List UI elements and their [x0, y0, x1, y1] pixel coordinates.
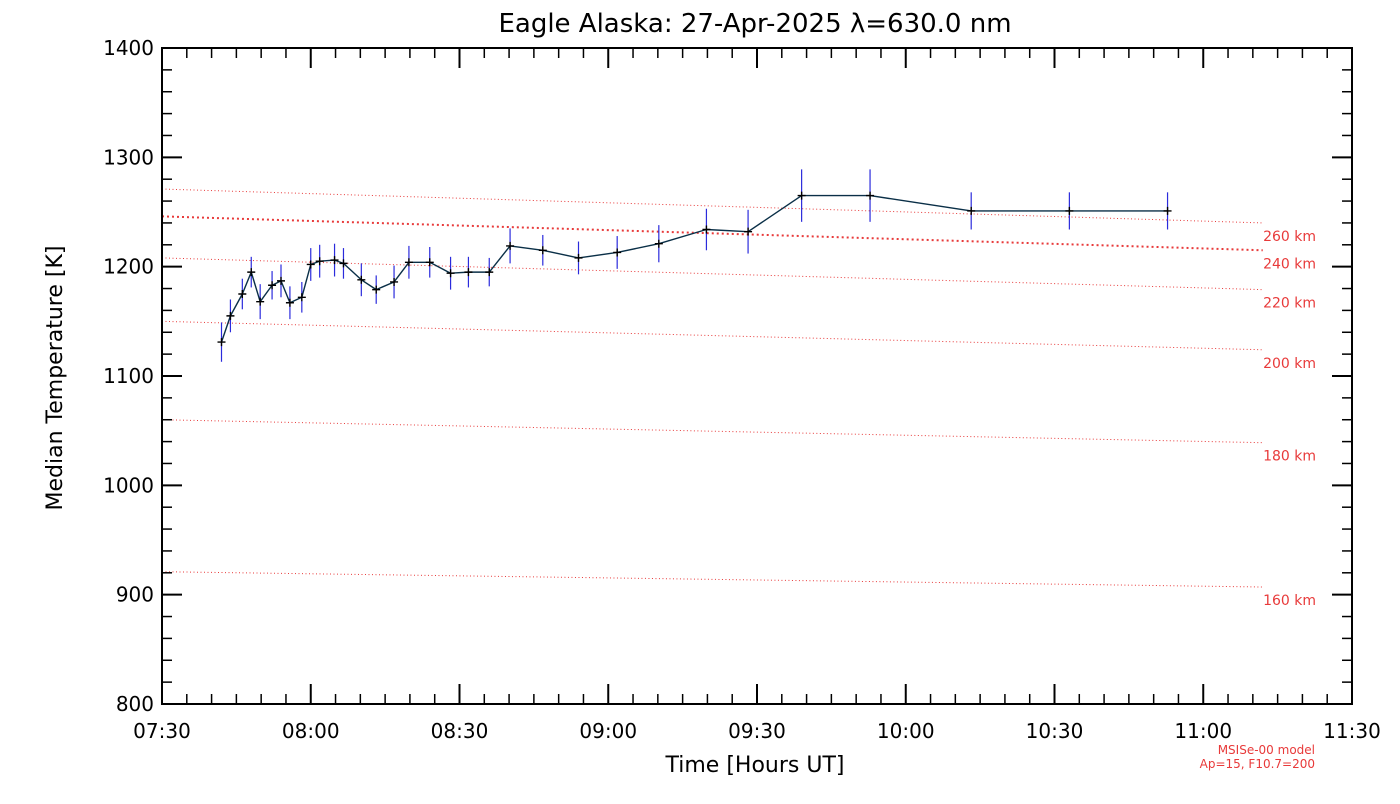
- model-label-4: 240 km: [1263, 256, 1316, 272]
- model-curve-2: [161, 320, 1263, 351]
- data-point-2: [238, 290, 247, 298]
- plot-frame: [161, 47, 1353, 705]
- model-note-line1: MSISe-00 model: [1218, 743, 1315, 757]
- model-curve-3: [161, 257, 1263, 291]
- data-point-4: [256, 297, 265, 306]
- model-label-1: 180 km: [1263, 449, 1316, 465]
- series-segment-29: [869, 194, 972, 212]
- model-curve-5: [161, 188, 1263, 224]
- x-tick-label-7: 11:00: [1174, 719, 1232, 743]
- y-tick-label-5: 1300: [103, 145, 154, 169]
- model-label-5: 260 km: [1263, 229, 1316, 245]
- x-tick-label-6: 10:30: [1026, 719, 1084, 743]
- model-label-3: 220 km: [1263, 296, 1316, 312]
- y-tick-label-1: 900: [116, 583, 154, 607]
- axes: 800 900 1000 1100 1200 1300 1400 07:30 08:00 08:3…: [103, 36, 1381, 743]
- series-segment-2: [241, 271, 252, 295]
- y-tick-label-2: 1000: [103, 473, 154, 497]
- chart-title: Eagle Alaska: 27-Apr-2025 λ=630.0 nm: [498, 9, 1011, 39]
- series-segment-15: [393, 261, 410, 283]
- model-curves: 160 km 180 km 200 km 220 km 240 km 260 km: [161, 188, 1316, 609]
- x-tick-label-5: 10:00: [877, 719, 935, 743]
- data-point-27: [744, 227, 753, 236]
- data-point-8: [297, 293, 306, 302]
- model-note-line2: Ap=15, F10.7=200: [1200, 757, 1315, 771]
- data-point-14: [372, 285, 381, 294]
- series-segment-12: [343, 262, 362, 281]
- data-point-13: [357, 275, 366, 284]
- series-segment-5: [271, 280, 282, 286]
- model-curve-4: [161, 215, 1263, 252]
- data-point-10: [315, 257, 324, 266]
- data-point-23: [574, 253, 583, 262]
- data-point-18: [446, 269, 455, 278]
- data-point-0: [217, 338, 226, 347]
- y-tick-label-6: 1400: [103, 36, 154, 60]
- data-point-31: [1065, 206, 1074, 215]
- y-tick-label-0: 800: [116, 692, 154, 716]
- x-tick-label-1: 08:00: [282, 719, 340, 743]
- series-segment-22: [542, 249, 579, 259]
- data-series: [217, 169, 1172, 362]
- series-segment-8: [301, 264, 312, 298]
- model-label-0: 160 km: [1263, 593, 1316, 609]
- series-segment-6: [280, 280, 291, 304]
- data-point-21: [506, 241, 515, 250]
- data-point-5: [268, 281, 277, 290]
- data-point-29: [866, 191, 875, 200]
- data-point-16: [404, 258, 413, 267]
- data-point-7: [285, 298, 294, 307]
- x-tick-label-2: 08:30: [431, 719, 489, 743]
- x-axis-label: Time [Hours UT]: [665, 753, 845, 778]
- data-point-1: [226, 311, 235, 320]
- series-segment-13: [360, 279, 377, 291]
- series-segment-7: [289, 296, 303, 304]
- model-curve-0: [161, 571, 1263, 588]
- x-tick-label-0: 07:30: [133, 719, 191, 743]
- series-segment-3: [250, 271, 261, 302]
- data-point-12: [339, 259, 348, 268]
- data-point-3: [247, 268, 256, 277]
- data-point-6: [277, 276, 285, 285]
- series-segment-17: [429, 261, 451, 274]
- series-segment-25: [658, 228, 707, 245]
- y-tick-label-4: 1200: [103, 255, 154, 279]
- series-segment-20: [488, 245, 511, 273]
- series-segment-14: [375, 281, 395, 291]
- data-point-28: [797, 191, 806, 200]
- series-segment-24: [617, 243, 659, 254]
- y-axis-label: Median Temperature [K]: [43, 246, 68, 511]
- x-tick-label-8: 11:30: [1323, 719, 1381, 743]
- data-point-22: [538, 246, 547, 255]
- series-segment-4: [259, 284, 273, 303]
- data-point-15: [390, 277, 399, 286]
- series-segment-21: [509, 245, 543, 251]
- series-segment-26: [706, 228, 749, 233]
- data-point-24: [613, 248, 622, 257]
- data-point-30: [967, 206, 976, 215]
- series-segment-23: [578, 251, 618, 259]
- y-tick-label-3: 1100: [103, 364, 154, 388]
- data-point-17: [425, 258, 434, 267]
- data-point-26: [702, 225, 711, 234]
- model-curve-1: [161, 419, 1263, 444]
- data-point-11: [330, 256, 339, 265]
- data-point-32: [1163, 206, 1172, 215]
- series-segment-27: [747, 195, 803, 233]
- series-segment-0: [220, 315, 232, 343]
- data-point-20: [485, 268, 494, 277]
- data-point-9: [306, 260, 315, 269]
- x-tick-label-4: 09:30: [728, 719, 786, 743]
- x-tick-label-3: 09:00: [579, 719, 637, 743]
- data-point-19: [464, 268, 473, 277]
- data-point-25: [654, 239, 663, 248]
- series-segment-1: [229, 293, 243, 317]
- model-label-2: 200 km: [1263, 356, 1316, 372]
